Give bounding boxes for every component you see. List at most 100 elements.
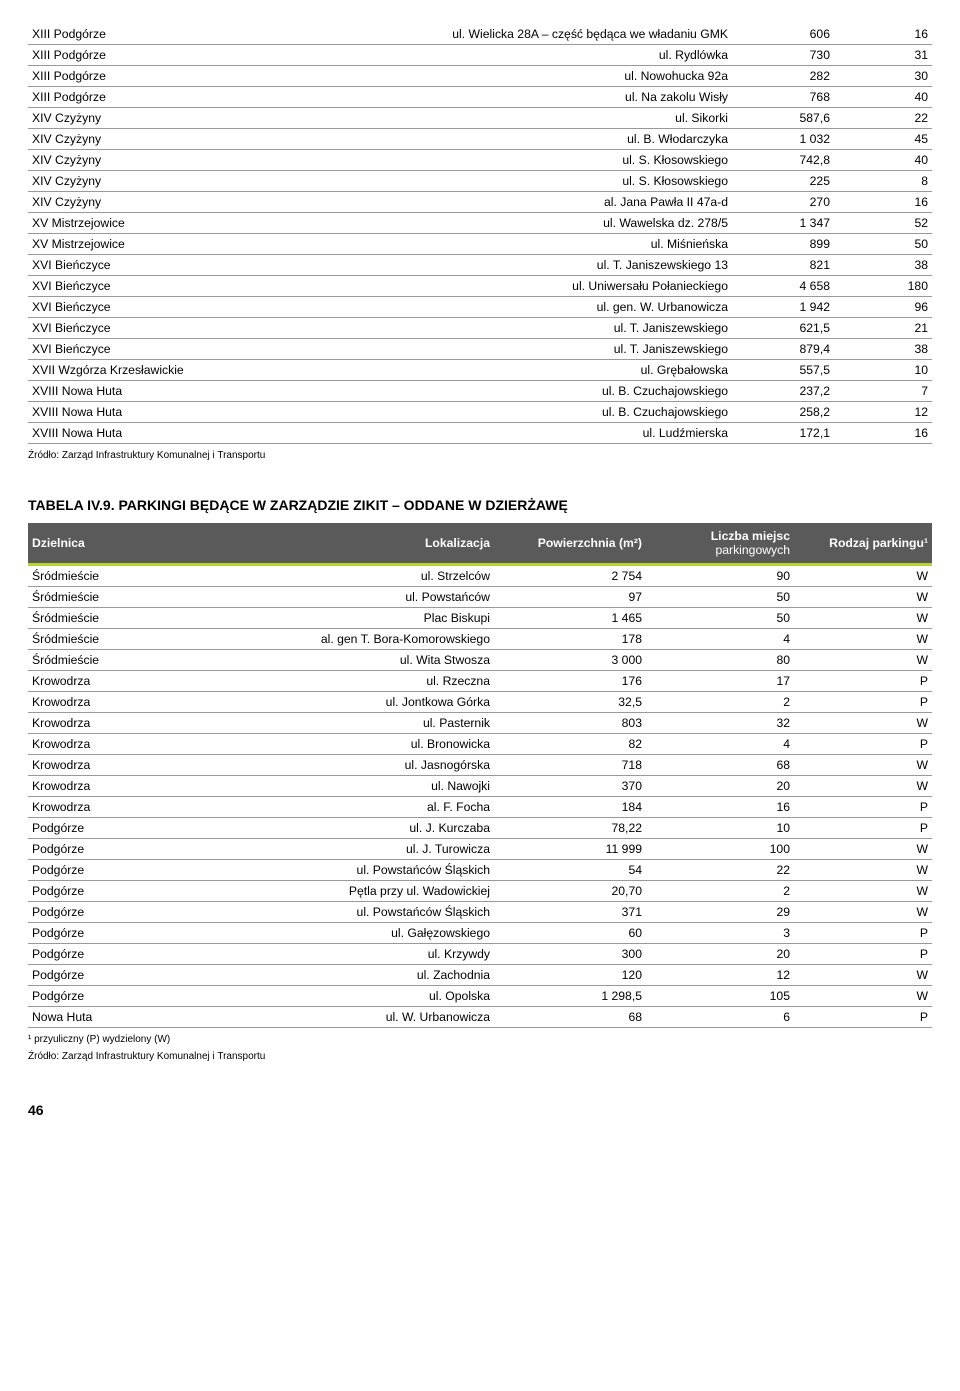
cell-liczba: 17 — [646, 671, 794, 692]
cell-lokalizacja: ul. Nawojki — [156, 776, 498, 797]
table-row: Śródmieścieal. gen T. Bora-Komorowskiego… — [28, 629, 932, 650]
cell-powierzchnia: 184 — [498, 797, 646, 818]
cell-lokalizacja: ul. Rzeczna — [156, 671, 498, 692]
cell-powierzchnia: 11 999 — [498, 839, 646, 860]
cell-rodzaj: W — [794, 629, 932, 650]
cell-liczba: 16 — [646, 797, 794, 818]
cell-dzielnica: XVI Bieńczyce — [28, 318, 226, 339]
cell-lokalizacja: ul. Na zakolu Wisły — [226, 87, 736, 108]
cell-powierzchnia: 1 298,5 — [498, 986, 646, 1007]
cell-powierzchnia: 803 — [498, 713, 646, 734]
cell-lokalizacja: ul. Miśnieńska — [226, 234, 736, 255]
cell-dzielnica: XVI Bieńczyce — [28, 297, 226, 318]
cell-rodzaj: W — [794, 650, 932, 671]
cell-lokalizacja: ul. S. Kłosowskiego — [226, 150, 736, 171]
cell-val-a: 282 — [736, 66, 834, 87]
table-row: XIV Czyżynyal. Jana Pawła II 47a-d27016 — [28, 192, 932, 213]
cell-lokalizacja: ul. Gałęzowskiego — [156, 923, 498, 944]
cell-val-b: 10 — [834, 360, 932, 381]
cell-liczba: 22 — [646, 860, 794, 881]
cell-liczba: 20 — [646, 776, 794, 797]
cell-rodzaj: W — [794, 566, 932, 587]
cell-rodzaj: P — [794, 797, 932, 818]
cell-lokalizacja: ul. B. Czuchajowskiego — [226, 381, 736, 402]
cell-dzielnica: XIV Czyżyny — [28, 129, 226, 150]
table-row: Podgórzeul. Powstańców Śląskich5422W — [28, 860, 932, 881]
table-1: XIII Podgórzeul. Wielicka 28A – część bę… — [28, 24, 932, 444]
cell-val-a: 621,5 — [736, 318, 834, 339]
cell-lokalizacja: ul. Powstańców Śląskich — [156, 902, 498, 923]
cell-dzielnica: XIV Czyżyny — [28, 150, 226, 171]
cell-rodzaj: W — [794, 608, 932, 629]
cell-lokalizacja: ul. S. Kłosowskiego — [226, 171, 736, 192]
cell-lokalizacja: ul. Powstańców — [156, 587, 498, 608]
cell-dzielnica: Podgórze — [28, 944, 156, 965]
cell-val-a: 879,4 — [736, 339, 834, 360]
cell-dzielnica: Podgórze — [28, 818, 156, 839]
table-row: XVI Bieńczyceul. T. Janiszewskiego621,52… — [28, 318, 932, 339]
cell-rodzaj: W — [794, 860, 932, 881]
table-row: Podgórzeul. Zachodnia12012W — [28, 965, 932, 986]
cell-powierzchnia: 2 754 — [498, 566, 646, 587]
cell-val-a: 742,8 — [736, 150, 834, 171]
cell-dzielnica: XVI Bieńczyce — [28, 255, 226, 276]
cell-lokalizacja: ul. B. Czuchajowskiego — [226, 402, 736, 423]
table-row: XIV Czyżynyul. B. Włodarczyka1 03245 — [28, 129, 932, 150]
table-row: Krowodrzaul. Nawojki37020W — [28, 776, 932, 797]
cell-val-b: 16 — [834, 192, 932, 213]
table-row: Krowodrzaul. Rzeczna17617P — [28, 671, 932, 692]
cell-val-b: 21 — [834, 318, 932, 339]
table-row: Śródmieścieul. Wita Stwosza3 00080W — [28, 650, 932, 671]
cell-liczba: 68 — [646, 755, 794, 776]
cell-val-b: 38 — [834, 255, 932, 276]
cell-val-a: 4 658 — [736, 276, 834, 297]
cell-dzielnica: XVI Bieńczyce — [28, 339, 226, 360]
cell-val-a: 557,5 — [736, 360, 834, 381]
cell-val-a: 270 — [736, 192, 834, 213]
cell-dzielnica: XIII Podgórze — [28, 87, 226, 108]
table-row: XVI Bieńczyceul. Uniwersału Połanieckieg… — [28, 276, 932, 297]
cell-dzielnica: XVI Bieńczyce — [28, 276, 226, 297]
table-row: Krowodrzaul. Bronowicka824P — [28, 734, 932, 755]
cell-dzielnica: Podgórze — [28, 860, 156, 881]
cell-powierzchnia: 54 — [498, 860, 646, 881]
cell-dzielnica: Podgórze — [28, 923, 156, 944]
table-row: Nowa Hutaul. W. Urbanowicza686P — [28, 1007, 932, 1028]
page-number: 46 — [28, 1102, 932, 1118]
cell-lokalizacja: Plac Biskupi — [156, 608, 498, 629]
cell-lokalizacja: ul. Grębałowska — [226, 360, 736, 381]
table-row: Krowodrzaul. Jontkowa Górka32,52P — [28, 692, 932, 713]
cell-lokalizacja: ul. Bronowicka — [156, 734, 498, 755]
cell-dzielnica: Podgórze — [28, 902, 156, 923]
cell-powierzchnia: 82 — [498, 734, 646, 755]
cell-lokalizacja: ul. Sikorki — [226, 108, 736, 129]
cell-dzielnica: Krowodrza — [28, 671, 156, 692]
table-row: XV Mistrzejowiceul. Miśnieńska89950 — [28, 234, 932, 255]
cell-dzielnica: XVIII Nowa Huta — [28, 423, 226, 444]
cell-lokalizacja: ul. B. Włodarczyka — [226, 129, 736, 150]
cell-rodzaj: P — [794, 1007, 932, 1028]
cell-val-b: 7 — [834, 381, 932, 402]
cell-val-a: 587,6 — [736, 108, 834, 129]
cell-powierzchnia: 68 — [498, 1007, 646, 1028]
cell-val-b: 30 — [834, 66, 932, 87]
cell-lokalizacja: ul. T. Janiszewskiego — [226, 318, 736, 339]
cell-lokalizacja: ul. Ludźmierska — [226, 423, 736, 444]
cell-val-b: 45 — [834, 129, 932, 150]
cell-liczba: 50 — [646, 587, 794, 608]
cell-val-a: 237,2 — [736, 381, 834, 402]
cell-powierzchnia: 370 — [498, 776, 646, 797]
table-row: XVIII Nowa Hutaul. Ludźmierska172,116 — [28, 423, 932, 444]
col-liczba-miejsc: Liczba miejsc parkingowych — [646, 523, 794, 563]
cell-powierzchnia: 178 — [498, 629, 646, 650]
cell-dzielnica: XV Mistrzejowice — [28, 234, 226, 255]
cell-powierzchnia: 3 000 — [498, 650, 646, 671]
cell-lokalizacja: al. F. Focha — [156, 797, 498, 818]
table-row: XIV Czyżynyul. S. Kłosowskiego2258 — [28, 171, 932, 192]
table-row: PodgórzePętla przy ul. Wadowickiej20,702… — [28, 881, 932, 902]
cell-powierzchnia: 1 465 — [498, 608, 646, 629]
cell-liczba: 2 — [646, 692, 794, 713]
cell-dzielnica: Krowodrza — [28, 713, 156, 734]
cell-rodzaj: P — [794, 818, 932, 839]
cell-lokalizacja: ul. J. Turowicza — [156, 839, 498, 860]
